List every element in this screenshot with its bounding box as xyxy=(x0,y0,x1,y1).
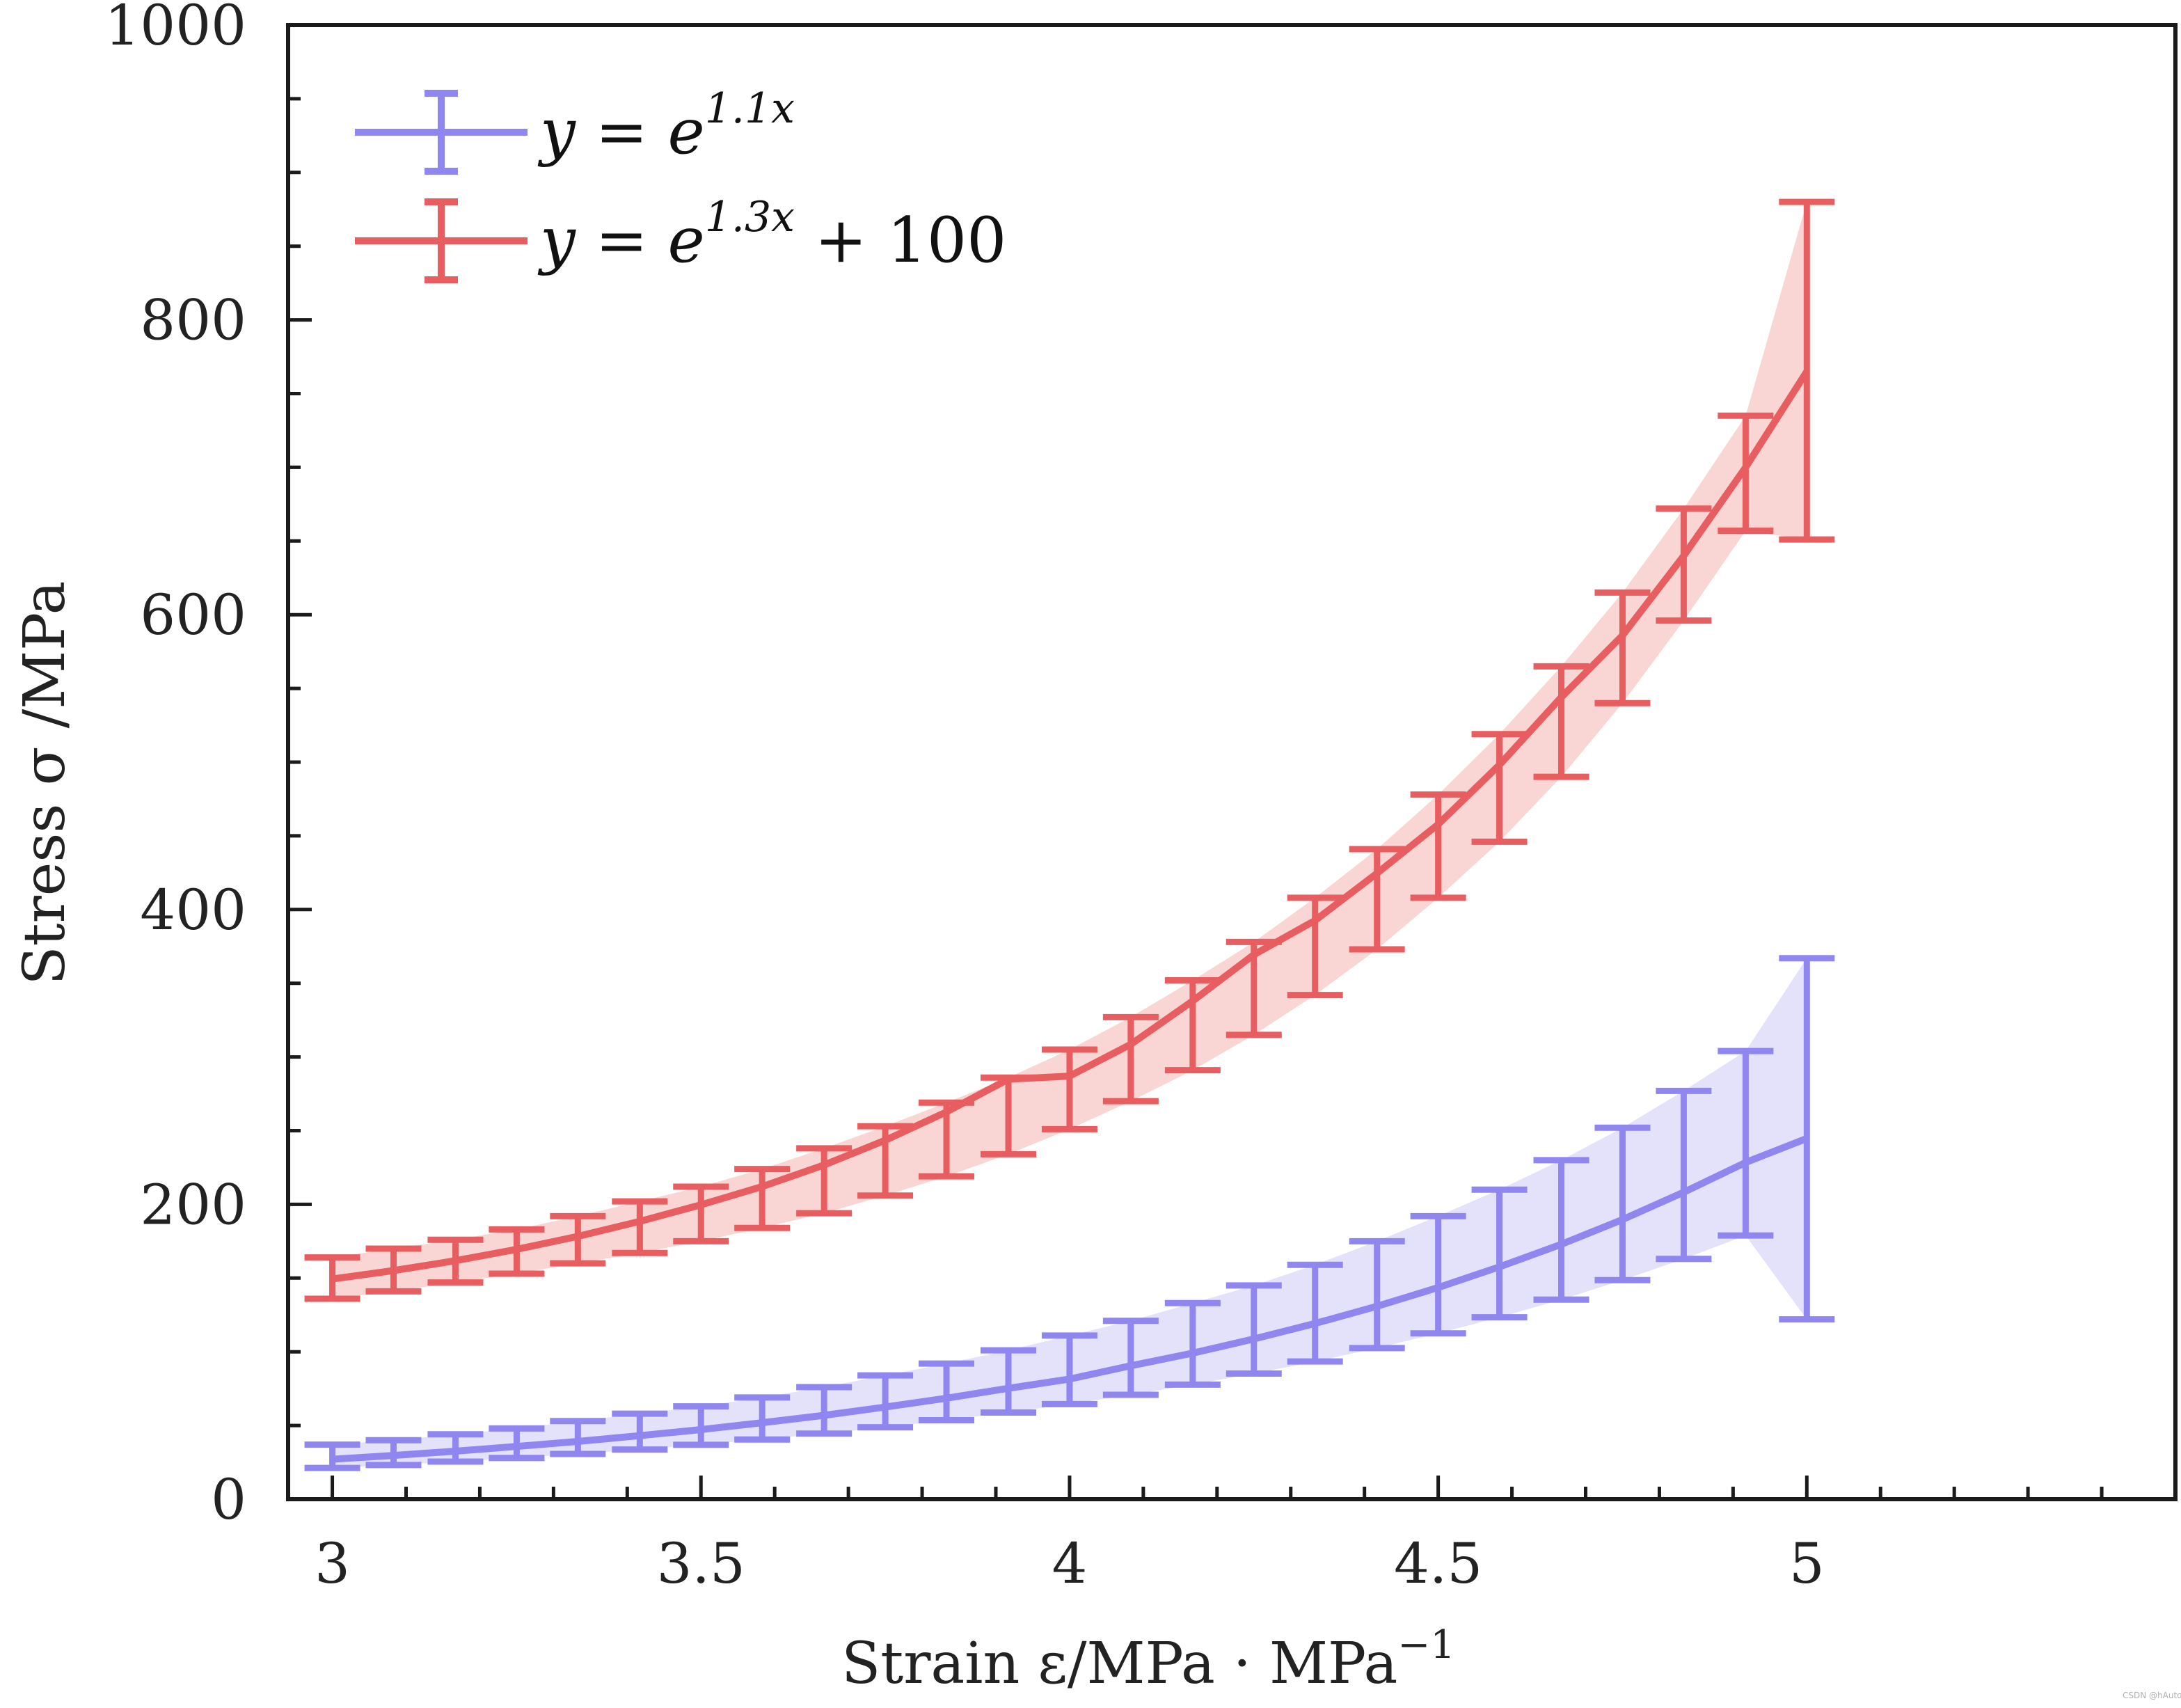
watermark: CSDN @hAuto xyxy=(2123,1691,2181,1700)
series-1-errorbar xyxy=(1164,1299,1221,1388)
series-1-errorbar xyxy=(1102,1318,1159,1398)
series-2-errorbar xyxy=(1287,894,1343,999)
series-2-errorbar xyxy=(1041,1046,1097,1132)
error-bars xyxy=(304,198,1835,1471)
x-tick-label: 3.5 xyxy=(657,1531,745,1596)
x-tick-label: 3 xyxy=(315,1531,350,1596)
series-1-line xyxy=(332,1135,1809,1463)
y-axis-label: Stress σ /MPa xyxy=(12,580,78,985)
legend-label-main: y = e xyxy=(537,204,705,277)
series-2-errorbar xyxy=(612,1198,668,1256)
x-tick-label: 4 xyxy=(1052,1531,1087,1596)
series-2-errorbar xyxy=(1410,791,1466,901)
x-tick-label: 5 xyxy=(1789,1531,1825,1596)
series-2-line xyxy=(331,370,1810,1283)
series-2-errorbar xyxy=(1656,505,1712,624)
series-2-errorbar xyxy=(796,1145,852,1217)
y-tick-label: 400 xyxy=(140,878,246,942)
series-1-errorbar xyxy=(1041,1332,1097,1407)
series-1-errorbar xyxy=(1656,1087,1712,1263)
series-2-errorbar xyxy=(734,1166,791,1231)
x-axis-label: Strain ε/MPa · MPa−1 xyxy=(841,1622,1455,1697)
axis-ticks xyxy=(288,23,2178,1501)
x-axis-label-text: Strain ε/MPa · MPa xyxy=(841,1631,1397,1697)
series-1-errorbar xyxy=(1718,1047,1774,1239)
y-tick-label: 1000 xyxy=(104,0,246,58)
y-tick-label: 0 xyxy=(211,1467,246,1532)
series-1-errorbar xyxy=(919,1360,975,1423)
confidence-bands xyxy=(332,202,1807,1469)
legend-label-exponent: 1.3x xyxy=(705,193,795,242)
legend-label-main: y = e xyxy=(537,95,705,168)
legend: y = e1.1xy = e1.3x + 100 xyxy=(355,84,1006,283)
series-1-errorbar xyxy=(1287,1261,1343,1365)
series-2-errorbar xyxy=(1533,663,1589,780)
series-2-band xyxy=(332,202,1807,1299)
series-2-errorbar xyxy=(1594,589,1651,706)
series-1-errorbar xyxy=(981,1347,1037,1416)
series-1-errorbar xyxy=(1349,1237,1405,1352)
legend-2-handle xyxy=(355,198,528,283)
legend-2-label: y = e1.3x + 100 xyxy=(537,193,1006,277)
series-1-errorbar xyxy=(550,1418,606,1457)
y-tick-label: 800 xyxy=(140,288,246,353)
y-tick-label: 600 xyxy=(140,583,246,647)
series-2-errorbar xyxy=(673,1183,729,1244)
series-1-errorbar xyxy=(673,1403,729,1448)
x-tick-label: 4.5 xyxy=(1394,1531,1482,1596)
series-1-errorbar xyxy=(1533,1157,1589,1303)
y-tick-label: 200 xyxy=(140,1172,246,1237)
series-2-errorbar xyxy=(1164,976,1221,1074)
legend-label-tail: + 100 xyxy=(795,204,1006,277)
series-2-errorbar xyxy=(1471,731,1528,845)
series-1-errorbar xyxy=(734,1394,791,1443)
series-1-errorbar xyxy=(857,1372,914,1431)
tick-labels: 3 3.5 4 4.5 5 0 200 400 600 800 1000 xyxy=(104,0,1824,1596)
series-1-errorbar xyxy=(1471,1186,1528,1321)
series-1-errorbar xyxy=(612,1410,668,1453)
legend-label-exponent: 1.1x xyxy=(705,84,795,133)
series-lines xyxy=(331,370,1810,1463)
series-1-errorbar xyxy=(1594,1124,1651,1283)
series-1-errorbar xyxy=(1226,1282,1282,1377)
x-axis-label-superscript: −1 xyxy=(1397,1622,1455,1668)
series-1-errorbar xyxy=(796,1384,852,1437)
legend-1-label: y = e1.1x xyxy=(537,84,795,168)
series-2-errorbar xyxy=(1102,1013,1159,1105)
series-1-errorbar xyxy=(1410,1212,1466,1337)
series-2-errorbar xyxy=(1349,846,1405,953)
legend-1-handle xyxy=(355,90,528,175)
series-2-errorbar xyxy=(1779,198,1835,543)
